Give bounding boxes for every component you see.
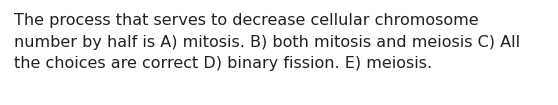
Text: The process that serves to decrease cellular chromosome
number by half is A) mit: The process that serves to decrease cell… — [14, 13, 520, 71]
